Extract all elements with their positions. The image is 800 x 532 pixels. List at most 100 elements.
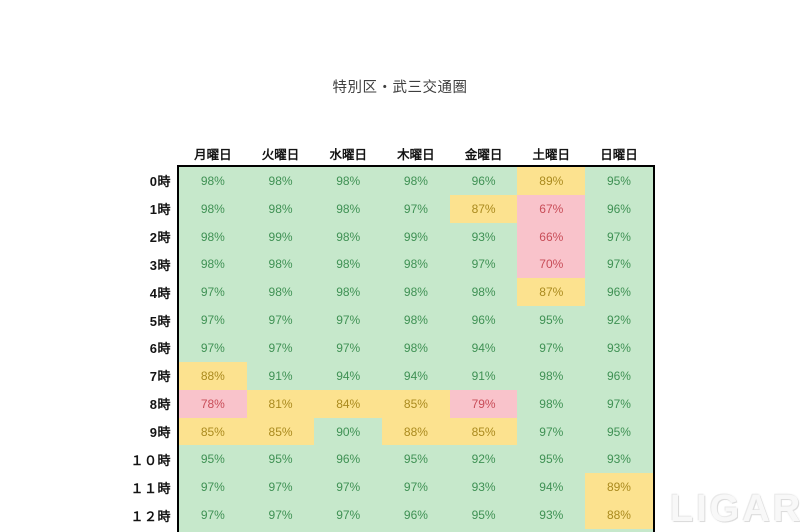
heatmap-cell: 85% xyxy=(449,417,518,446)
heatmap-cell: 85% xyxy=(246,417,315,446)
heatmap-cell: 96% xyxy=(585,194,653,223)
heatmap-cell: 91% xyxy=(246,361,315,390)
heatmap-cell: 90% xyxy=(314,417,383,446)
row-label-hour: 8時 xyxy=(120,389,179,418)
heatmap-cell: 97% xyxy=(517,417,586,446)
column-header-day: 金曜日 xyxy=(464,147,503,162)
heatmap-cell: 93% xyxy=(585,445,653,474)
heatmap-cell-partial xyxy=(382,528,450,532)
heatmap-cell: 96% xyxy=(314,445,383,474)
heatmap-cell: 89% xyxy=(517,167,586,195)
column-header-day: 火曜日 xyxy=(261,147,300,162)
heatmap-cell: 88% xyxy=(382,417,450,446)
heatmap-cell: 95% xyxy=(585,167,653,195)
heatmap-cell: 97% xyxy=(314,501,383,529)
row-label-hour: 4時 xyxy=(120,278,179,307)
row-label-hour: 1時 xyxy=(120,194,179,223)
column-header-day: 土曜日 xyxy=(532,147,571,162)
heatmap-cell: 97% xyxy=(179,306,247,335)
heatmap-cell-partial xyxy=(314,528,383,532)
heatmap-cell-partial xyxy=(449,528,518,532)
row-label-hour: 0時 xyxy=(120,167,179,195)
row-label-hour: 5時 xyxy=(120,306,179,335)
heatmap-cell: 98% xyxy=(314,167,383,195)
heatmap-cell: 94% xyxy=(314,361,383,390)
heatmap-cell: 85% xyxy=(382,389,450,418)
heatmap-cell: 97% xyxy=(179,501,247,529)
heatmap-cell-partial xyxy=(179,528,247,532)
heatmap-cell: 70% xyxy=(517,250,586,279)
heatmap-cell: 67% xyxy=(517,194,586,223)
heatmap-cell: 79% xyxy=(449,389,518,418)
row-label-hour: 2時 xyxy=(120,222,179,251)
heatmap-cell: 95% xyxy=(382,445,450,474)
heatmap-cell: 89% xyxy=(585,473,653,502)
heatmap-cell: 87% xyxy=(449,194,518,223)
heatmap-cell: 98% xyxy=(314,278,383,307)
row-label-hour: 7時 xyxy=(120,361,179,390)
row-label-hour: 6時 xyxy=(120,334,179,362)
heatmap-cell: 97% xyxy=(585,222,653,251)
heatmap-cell: 98% xyxy=(449,278,518,307)
heatmap-cell: 98% xyxy=(246,194,315,223)
heatmap-cell: 99% xyxy=(382,222,450,251)
heatmap-cell: 95% xyxy=(246,445,315,474)
heatmap-cell: 95% xyxy=(517,306,586,335)
corner-cell xyxy=(120,139,179,167)
heatmap-cell: 96% xyxy=(382,501,450,529)
heatmap-cell: 98% xyxy=(382,278,450,307)
heatmap-cell: 85% xyxy=(179,417,247,446)
heatmap-cell: 92% xyxy=(585,306,653,335)
column-header-day: 月曜日 xyxy=(194,147,232,162)
row-label-hour: １０時 xyxy=(120,445,179,474)
heatmap-cell: 98% xyxy=(246,250,315,279)
heatmap-cell: 98% xyxy=(314,250,383,279)
heatmap-cell: 97% xyxy=(314,306,383,335)
column-header-day: 水曜日 xyxy=(329,147,367,162)
column-header-day: 木曜日 xyxy=(397,147,435,162)
row-label-hour: 9時 xyxy=(120,417,179,446)
heatmap-cell: 96% xyxy=(585,278,653,307)
heatmap-cell: 97% xyxy=(179,334,247,362)
heatmap-cell: 97% xyxy=(246,501,315,529)
chart-title: 特別区・武三交通圏 xyxy=(332,80,468,96)
row-label-hour xyxy=(120,528,179,532)
heatmap-cell: 93% xyxy=(585,334,653,362)
heatmap-cell: 95% xyxy=(449,501,518,529)
heatmap-cell: 97% xyxy=(382,473,450,502)
heatmap-cell: 97% xyxy=(517,334,586,362)
heatmap-cell: 95% xyxy=(517,445,586,474)
heatmap-cell: 99% xyxy=(246,222,315,251)
heatmap-cell: 96% xyxy=(449,306,518,335)
heatmap-cell: 98% xyxy=(382,306,450,335)
heatmap-cell: 97% xyxy=(382,194,450,223)
heatmap-cell: 94% xyxy=(517,473,586,502)
heatmap-cell: 97% xyxy=(179,278,247,307)
heatmap-cell: 78% xyxy=(179,389,247,418)
heatmap-cell: 97% xyxy=(179,473,247,502)
heatmap-cell: 98% xyxy=(517,389,586,418)
heatmap-cell: 96% xyxy=(585,361,653,390)
heatmap-cell: 87% xyxy=(517,278,586,307)
heatmap-cell: 84% xyxy=(314,389,383,418)
heatmap-cell: 81% xyxy=(246,389,315,418)
watermark-ligare: LIGARE xyxy=(670,488,800,530)
heatmap-cell: 88% xyxy=(179,361,247,390)
heatmap-cell: 88% xyxy=(585,501,653,529)
heatmap-cell: 98% xyxy=(382,167,450,195)
heatmap-cell: 98% xyxy=(246,278,315,307)
heatmap-cell: 97% xyxy=(585,389,653,418)
heatmap-cell: 97% xyxy=(246,306,315,335)
heatmap-cell: 97% xyxy=(585,250,653,279)
heatmap-cell: 98% xyxy=(179,222,247,251)
heatmap-cell: 98% xyxy=(179,194,247,223)
heatmap-cell: 98% xyxy=(314,194,383,223)
heatmap-cell-partial xyxy=(517,528,586,532)
heatmap-cell: 98% xyxy=(246,167,315,195)
column-header-day: 日曜日 xyxy=(600,147,638,162)
heatmap-cell: 98% xyxy=(382,250,450,279)
heatmap-cell-partial xyxy=(585,528,653,532)
heatmap-cell: 98% xyxy=(382,334,450,362)
heatmap-cell: 98% xyxy=(179,250,247,279)
